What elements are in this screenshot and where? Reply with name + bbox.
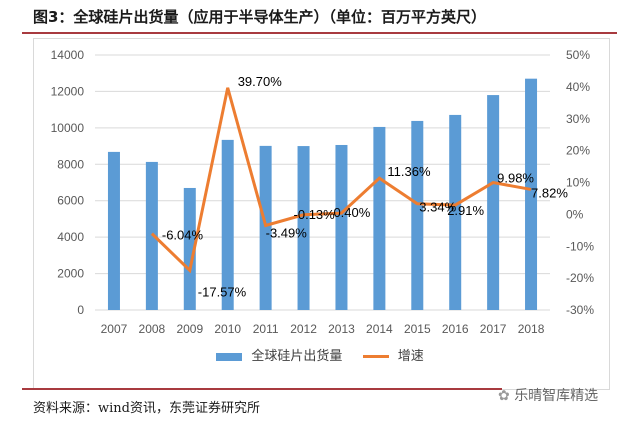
left-tick-label: 12000 <box>51 84 85 98</box>
watermark-text: 乐晴智库精选 <box>514 388 599 404</box>
bar-2015 <box>411 120 424 310</box>
bar-2009 <box>183 187 196 310</box>
source-note: 资料来源：wind资讯，东莞证券研究所 <box>33 401 260 416</box>
data-label: 39.70% <box>238 74 283 89</box>
footer-divider <box>22 388 502 390</box>
x-tick-label: 2016 <box>442 322 469 336</box>
left-tick-label: 2000 <box>57 267 84 281</box>
watermark: ✿ 乐晴智库精选 <box>498 385 598 405</box>
bar-2017 <box>487 95 500 310</box>
right-tick-label: -20% <box>566 271 594 285</box>
data-label: 0.40% <box>333 205 370 220</box>
x-tick-label: 2009 <box>176 322 203 336</box>
data-label: -17.57% <box>198 284 247 299</box>
title-divider <box>22 32 617 34</box>
data-label: 3.34% <box>419 200 456 215</box>
right-tick-label: 20% <box>566 144 590 158</box>
right-tick-label: 10% <box>566 176 590 190</box>
legend: 全球硅片出货量 增速 <box>0 345 640 364</box>
left-tick-label: 10000 <box>51 121 85 135</box>
left-tick-label: 4000 <box>57 230 84 244</box>
x-tick-label: 2018 <box>518 322 545 336</box>
left-tick-label: 8000 <box>57 157 84 171</box>
data-label: -6.04% <box>162 228 204 243</box>
x-tick-label: 2011 <box>253 322 279 336</box>
data-label: 7.82% <box>531 185 568 200</box>
bar-2008 <box>145 161 158 310</box>
x-tick-label: 2007 <box>101 322 128 336</box>
data-label: 2.91% <box>447 203 484 218</box>
data-label: -3.49% <box>266 225 308 240</box>
legend-bar-label: 全球硅片出货量 <box>251 349 343 364</box>
bar-2010 <box>221 139 234 310</box>
bar-2014 <box>373 126 386 310</box>
data-label: 11.36% <box>387 164 431 179</box>
x-tick-label: 2008 <box>139 322 166 336</box>
x-tick-label: 2013 <box>328 322 355 336</box>
data-label: 9.98% <box>497 171 534 186</box>
wechat-icon: ✿ <box>498 388 510 404</box>
right-tick-label: 50% <box>566 48 590 62</box>
bar-2013 <box>335 144 348 310</box>
legend-line-label: 增速 <box>397 349 424 364</box>
x-tick-label: 2017 <box>480 322 507 336</box>
legend-bar-swatch <box>216 352 243 361</box>
left-tick-label: 14000 <box>51 48 85 62</box>
x-tick-label: 2014 <box>366 322 393 336</box>
right-tick-label: -30% <box>566 303 594 317</box>
x-tick-label: 2015 <box>404 322 431 336</box>
bar-2018 <box>525 78 538 310</box>
bar-2011 <box>259 145 272 310</box>
growth-line <box>150 87 532 274</box>
right-tick-label: 30% <box>566 112 590 126</box>
x-tick-label: 2012 <box>290 322 317 336</box>
page-title: 图3：全球硅片出货量（应用于半导体生产）（单位：百万平方英尺） <box>33 8 486 26</box>
right-tick-label: -10% <box>566 239 594 253</box>
bar-2007 <box>107 151 120 310</box>
right-tick-label: 0% <box>566 207 584 221</box>
left-tick-label: 6000 <box>57 194 84 208</box>
bar-2012 <box>297 146 310 310</box>
bar-2016 <box>449 114 462 310</box>
left-tick-label: 0 <box>77 303 84 317</box>
data-label: -0.13% <box>294 207 336 222</box>
legend-line-swatch <box>362 355 389 358</box>
right-tick-label: 40% <box>566 80 590 94</box>
x-tick-label: 2010 <box>214 322 241 336</box>
